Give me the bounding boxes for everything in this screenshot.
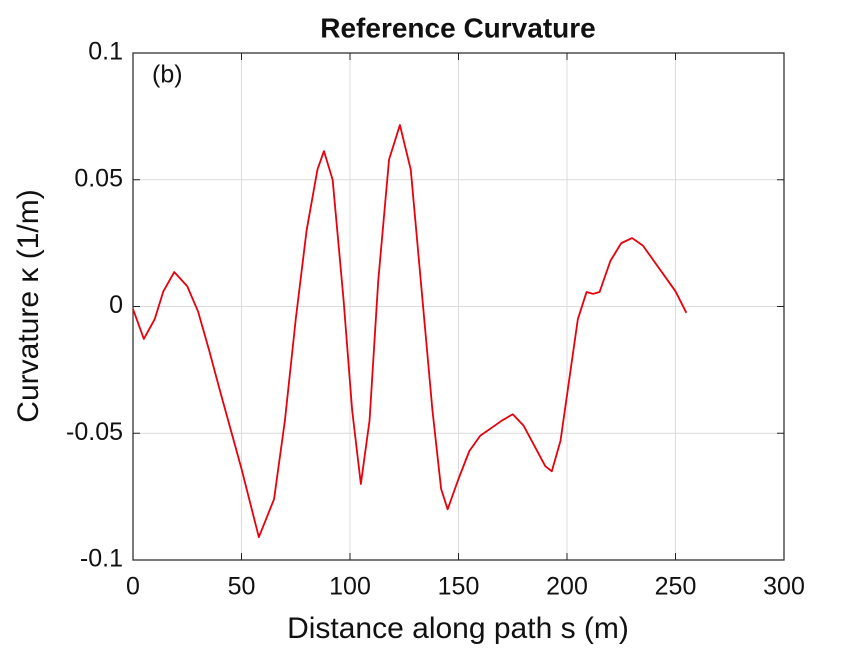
x-tick-label: 250 [655,573,697,601]
x-tick-label: 150 [438,573,480,601]
chart-title: Reference Curvature [320,12,595,43]
x-tick-label: 50 [228,573,256,601]
annotation: (b) [152,61,183,89]
x-tick-label: 200 [546,573,588,601]
y-tick-label: 0.1 [88,38,123,66]
y-tick-label: -0.05 [66,418,123,446]
y-tick-label: 0.05 [74,164,123,192]
x-tick-label: 0 [126,573,140,601]
y-axis-label: Curvature κ (1/m) [12,189,45,422]
y-tick-label: 0 [109,291,123,319]
y-tick-label: -0.1 [80,545,123,573]
x-tick-label: 100 [329,573,371,601]
x-tick-label: 300 [763,573,805,601]
data-line [132,124,688,539]
plot-frame [132,52,785,561]
x-axis-label: Distance along path s (m) [287,612,629,645]
